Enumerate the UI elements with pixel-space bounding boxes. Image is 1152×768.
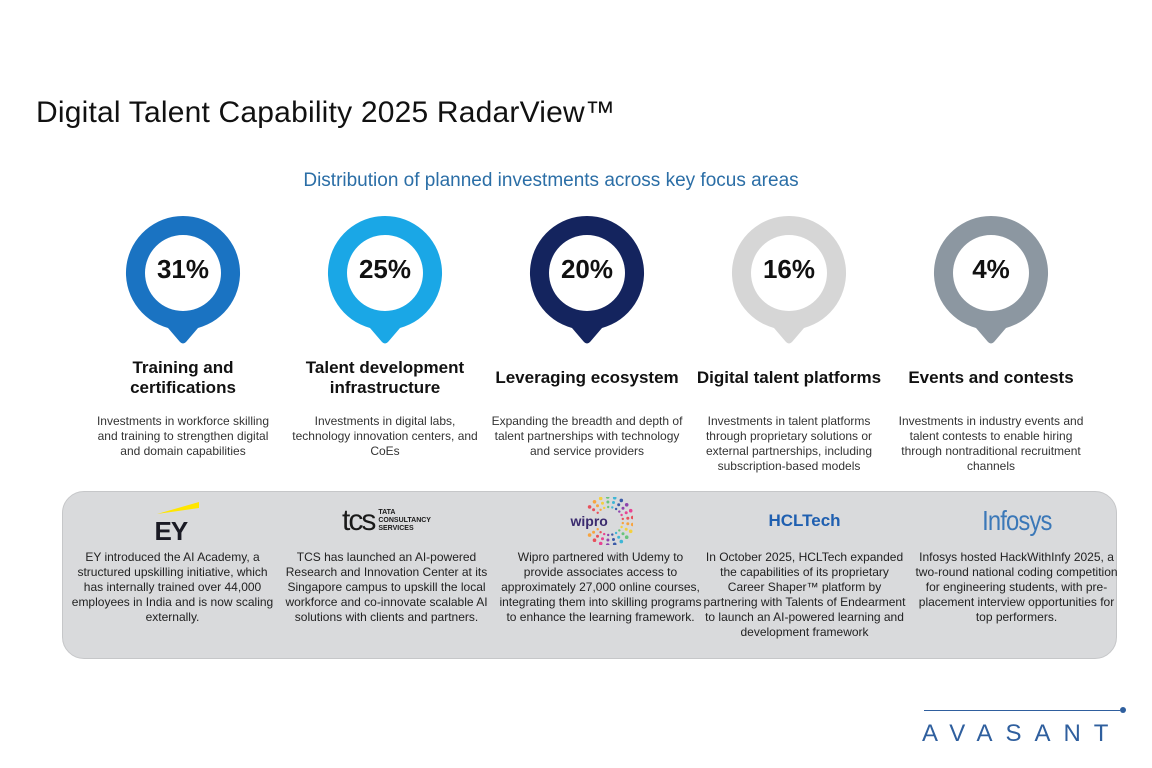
hcltech-logo-icon: HCLTech (768, 511, 841, 530)
area-description: Investments in industry events and talen… (898, 414, 1084, 473)
area-title-text: Digital talent platforms (696, 368, 882, 387)
company-logo: HCLTech (699, 492, 910, 550)
company-description: EY introduced the AI Academy, a structur… (71, 550, 274, 624)
area-title: Digital talent platforms (686, 356, 892, 400)
map-pin-icon: 20% (528, 214, 646, 344)
area-description: Expanding the breadth and depth of talen… (491, 414, 683, 458)
company-description: TCS has launched an AI-powered Research … (285, 550, 488, 624)
focus-area: 20% Leveraging ecosystem Expanding the b… (484, 214, 690, 459)
pin-shape (731, 215, 847, 344)
wipro-logo-text: wipro (570, 513, 608, 529)
company-example: EY EY introduced the AI Academy, a struc… (67, 492, 278, 625)
tcs-logo-subtext: TATA CONSULTANCY SERVICES (378, 509, 431, 532)
pin-shape (933, 215, 1049, 344)
ey-logo-text: EY (154, 516, 189, 546)
percent-value: 16% (762, 254, 816, 284)
percent-value: 20% (560, 254, 614, 284)
company-logo: Infosys (911, 492, 1122, 550)
area-title-text: Leveraging ecosystem (495, 368, 679, 387)
map-pin-icon: 16% (730, 214, 848, 344)
ey-logo-icon: EY (143, 496, 203, 546)
area-title: Training and certifications (80, 356, 286, 400)
infosys-logo-icon: Infosys (981, 505, 1052, 536)
company-logo: EY (67, 492, 278, 550)
company-example: wipro Wipro partnered with Udemy to prov… (495, 492, 706, 625)
area-description: Investments in digital labs, technology … (292, 414, 478, 458)
company-description: In October 2025, HCLTech expanded the ca… (703, 550, 906, 639)
area-description: Investments in workforce skilling and tr… (96, 414, 270, 458)
company-example: HCLTech In October 2025, HCLTech expande… (699, 492, 910, 640)
subtitle: Distribution of planned investments acro… (303, 170, 799, 191)
focus-area: 4% Events and contests Investments in in… (888, 214, 1094, 474)
wipro-logo-icon: wipro (569, 497, 633, 545)
percent-value: 4% (972, 254, 1010, 284)
area-title: Leveraging ecosystem (484, 356, 690, 400)
company-description: Wipro partnered with Udemy to provide as… (499, 550, 702, 624)
focus-areas: 31% Training and certifications Investme… (80, 214, 1110, 484)
focus-area: 25% Talent development infrastructure In… (282, 214, 488, 459)
percent-value: 25% (358, 254, 412, 284)
map-pin-icon: 31% (124, 214, 242, 344)
company-examples-panel: EY EY introduced the AI Academy, a struc… (62, 491, 1118, 659)
focus-area: 16% Digital talent platforms Investments… (686, 214, 892, 474)
percent-value: 31% (156, 254, 210, 284)
area-title: Events and contests (888, 356, 1094, 400)
tcs-logo-text: tcs (342, 504, 376, 537)
map-pin-icon: 4% (932, 214, 1050, 344)
logo-line (924, 710, 1120, 711)
area-title: Talent development infrastructure (282, 356, 488, 400)
tcs-logo-icon: tcs TATA CONSULTANCY SERVICES (342, 506, 431, 536)
area-title-text: Events and contests (908, 368, 1074, 387)
map-pin-icon: 25% (326, 214, 444, 344)
company-example: tcs TATA CONSULTANCY SERVICES TCS has laun… (281, 492, 492, 625)
logo-dot (1120, 707, 1126, 713)
pin-shape (529, 215, 645, 344)
company-description: Infosys hosted HackWithInfy 2025, a two-… (915, 550, 1118, 624)
area-description: Investments in talent platforms through … (705, 414, 873, 473)
avasant-logo: AVASANT (920, 707, 1130, 758)
company-logo: tcs TATA CONSULTANCY SERVICES (281, 492, 492, 550)
company-logo: wipro (495, 492, 706, 550)
focus-area: 31% Training and certifications Investme… (80, 214, 286, 459)
pin-shape (125, 215, 241, 344)
brand-name: AVASANT (922, 720, 1122, 747)
area-title-text: Talent development infrastructure (305, 358, 465, 397)
pin-shape (327, 215, 443, 344)
page-title: Digital Talent Capability 2025 RadarView… (36, 96, 616, 129)
area-title-text: Training and certifications (130, 358, 236, 397)
company-example: Infosys Infosys hosted HackWithInfy 2025… (911, 492, 1122, 625)
